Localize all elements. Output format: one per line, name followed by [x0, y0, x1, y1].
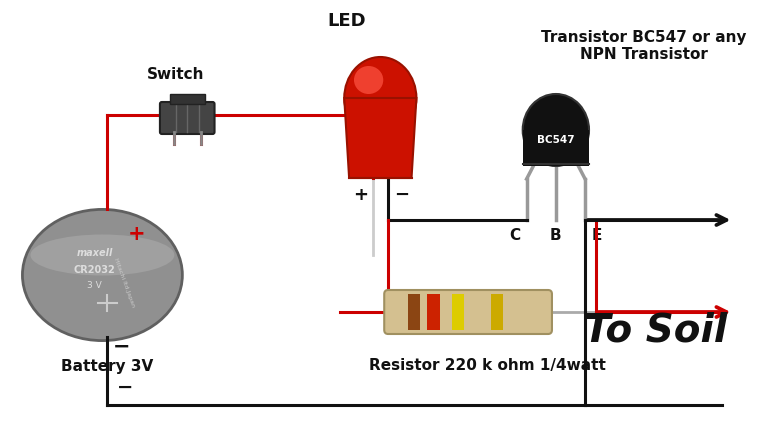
Text: 3 V: 3 V [88, 280, 102, 289]
Bar [491, 294, 503, 330]
Ellipse shape [354, 66, 383, 94]
Text: maxell: maxell [76, 248, 113, 258]
Text: E: E [591, 228, 602, 243]
Text: To Soil: To Soil [584, 311, 727, 349]
Bar [408, 294, 420, 330]
Text: Transistor BC547 or any
NPN Transistor: Transistor BC547 or any NPN Transistor [541, 30, 746, 62]
Text: LED: LED [327, 12, 366, 30]
Text: +: + [353, 186, 369, 204]
Text: −: − [394, 186, 409, 204]
Bar [452, 294, 464, 330]
Polygon shape [344, 98, 416, 178]
Ellipse shape [22, 210, 182, 340]
Bar [170, 94, 205, 104]
Text: Hitachi ltd.Japan: Hitachi ltd.Japan [113, 258, 135, 308]
Text: CR2032: CR2032 [74, 265, 115, 275]
Text: Resistor 220 k ohm 1/4watt: Resistor 220 k ohm 1/4watt [369, 358, 606, 373]
FancyBboxPatch shape [160, 102, 214, 134]
Text: Switch: Switch [147, 67, 204, 82]
Ellipse shape [523, 94, 589, 166]
Text: C: C [509, 228, 521, 243]
Text: Battery 3V: Battery 3V [61, 359, 154, 374]
Bar [523, 130, 589, 166]
FancyBboxPatch shape [384, 290, 552, 334]
Text: −: − [113, 337, 131, 356]
Text: BC547: BC547 [537, 135, 574, 145]
Text: −: − [117, 378, 133, 397]
Text: B: B [550, 228, 561, 243]
Text: +: + [127, 224, 145, 244]
Ellipse shape [31, 235, 174, 276]
Bar [427, 294, 440, 330]
Ellipse shape [344, 57, 416, 139]
